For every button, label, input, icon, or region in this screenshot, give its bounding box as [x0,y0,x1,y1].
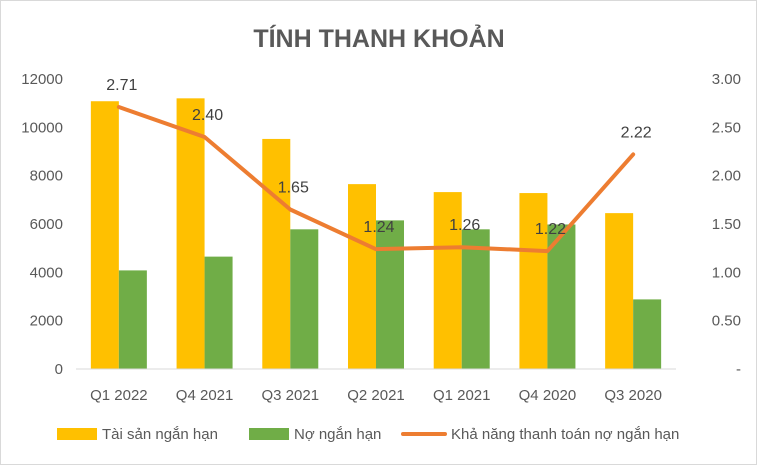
left-axis-tick-label: 8000 [30,168,63,185]
bar-no-ngan-han [290,229,318,369]
ratio-data-label: 1.24 [363,219,394,236]
legend-swatch-tai-san-ngan-han [57,428,97,440]
bar-tai-san-ngan-han [348,184,376,369]
bar-tai-san-ngan-han [519,193,547,369]
bar-no-ngan-han [376,220,404,369]
right-axis-tick-label: 2.00 [712,168,741,185]
right-axis-ticks: - 0.50 1.00 1.50 2.00 2.50 3.00 [712,71,741,378]
left-axis-tick-label: 6000 [30,216,63,233]
legend-label-ratio-line: Khả năng thanh toán nợ ngắn hạn [451,426,679,443]
x-axis-tick-label: Q3 2021 [262,387,320,404]
right-axis-tick-label: 3.00 [712,71,741,88]
bar-tai-san-ngan-han [91,101,119,369]
left-axis-tick-label: 2000 [30,313,63,330]
right-axis-tick-label: - [736,361,741,378]
right-axis-tick-label: 0.50 [712,313,741,330]
legend-label-tai-san-ngan-han: Tài sản ngắn hạn [102,426,218,443]
ratio-data-label: 1.26 [449,217,480,234]
x-axis-tick-label: Q2 2021 [347,387,405,404]
bar-no-ngan-han [205,257,233,369]
x-axis-tick-label: Q1 2022 [90,387,148,404]
bar-tai-san-ngan-han [177,98,205,369]
x-axis-tick-label: Q4 2020 [519,387,577,404]
right-axis-tick-label: 1.50 [712,216,741,233]
bar-tai-san-ngan-han [605,213,633,369]
right-axis-tick-label: 2.50 [712,119,741,136]
left-axis-tick-label: 10000 [21,119,63,136]
left-axis-tick-label: 4000 [30,264,63,281]
ratio-data-label: 2.40 [192,107,223,124]
right-axis-tick-label: 1.00 [712,264,741,281]
ratio-data-label: 2.71 [106,77,137,94]
bar-no-ngan-han [119,270,147,369]
x-axis-tick-label: Q3 2020 [604,387,662,404]
left-axis-ticks: 0 2000 4000 6000 8000 10000 12000 [21,71,63,378]
ratio-data-label: 1.22 [535,221,566,238]
legend: Tài sản ngắn hạn Nợ ngắn hạn Khả năng than… [57,426,679,443]
left-axis-tick-label: 12000 [21,71,63,88]
chart-title: TÍNH THANH KHOẢN [253,23,504,53]
x-axis-ticks: Q1 2022 Q4 2021 Q3 2021 Q2 2021 Q1 2021 Q4 20… [90,387,662,404]
ratio-data-label: 2.22 [621,124,652,141]
legend-label-no-ngan-han: Nợ ngắn hạn [294,426,381,443]
bar-no-ngan-han [633,299,661,369]
x-axis-tick-label: Q1 2021 [433,387,491,404]
left-axis-tick-label: 0 [55,361,63,378]
bar-tai-san-ngan-han [262,139,290,369]
ratio-data-label: 1.65 [278,180,309,197]
legend-swatch-no-ngan-han [249,428,289,440]
x-axis-tick-label: Q4 2021 [176,387,234,404]
